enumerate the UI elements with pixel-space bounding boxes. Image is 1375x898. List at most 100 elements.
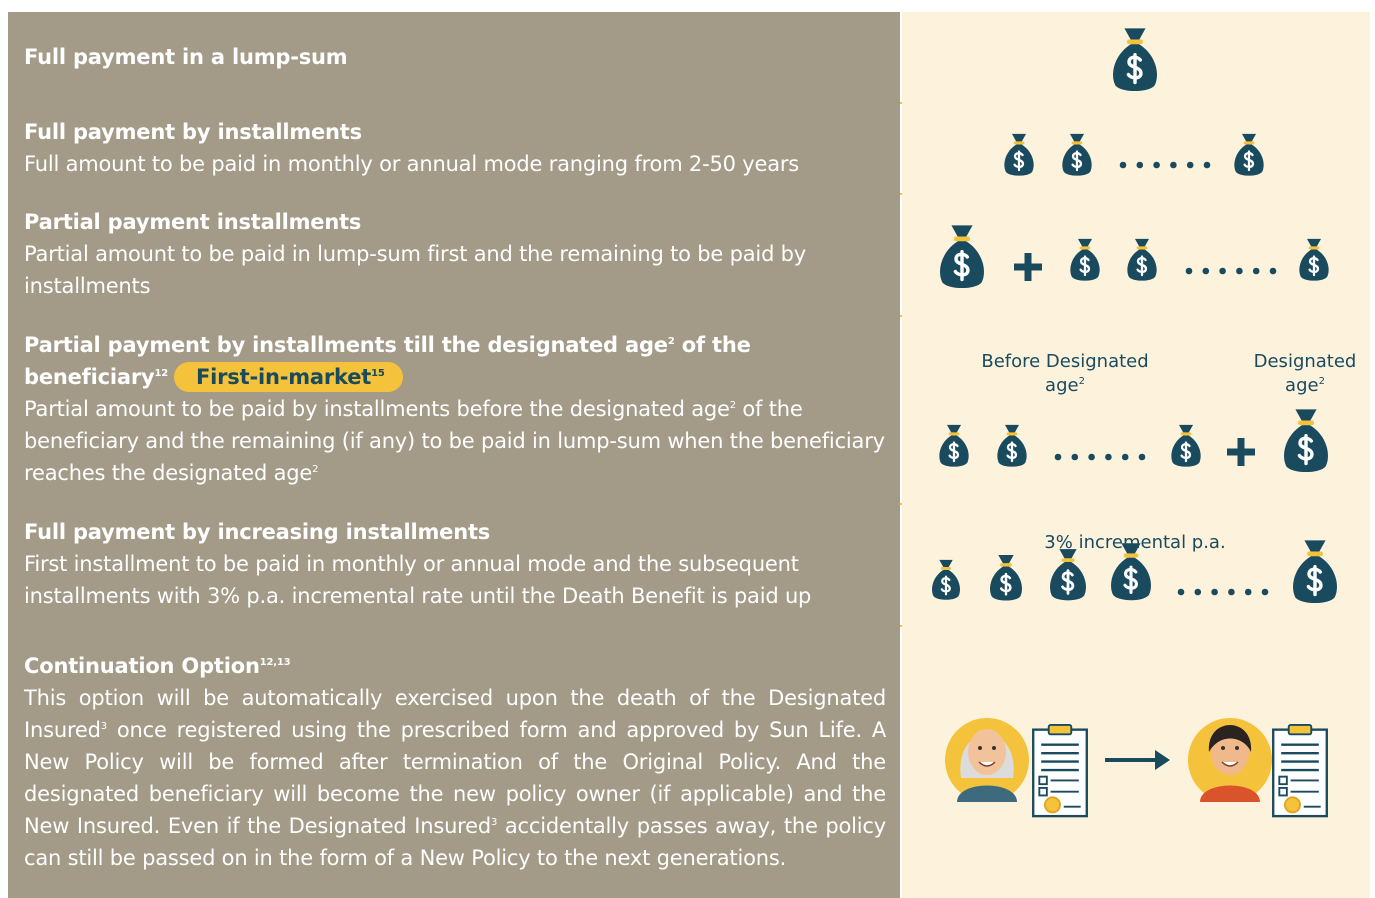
avatar-eye xyxy=(992,746,996,750)
plus xyxy=(1237,438,1245,466)
money-bag xyxy=(1109,542,1153,602)
dot xyxy=(1121,453,1129,461)
money-bag xyxy=(996,424,1028,468)
footnote-ref: 2 xyxy=(1318,376,1325,387)
footnote-ref: 2 xyxy=(667,336,675,347)
dot xyxy=(1088,453,1095,461)
avatar-body xyxy=(957,785,1017,802)
avatar-eye xyxy=(1221,746,1225,750)
avatar-body xyxy=(1200,785,1260,802)
text: once registered using the prescribed for… xyxy=(24,717,886,838)
text: accidentally passes away, the policy can… xyxy=(24,813,886,870)
dot xyxy=(1071,453,1079,461)
plus xyxy=(1024,253,1032,281)
arrow-head xyxy=(1155,750,1170,770)
text: Partial amount to be paid in lump-sum fi… xyxy=(24,242,807,298)
row-title: Partial payment by installments till the… xyxy=(24,329,886,393)
table-row: Continuation Option12,13 This option will… xyxy=(8,625,1370,898)
money-bag xyxy=(1111,27,1159,93)
money-bag xyxy=(1298,238,1330,282)
footnote-ref: 2 xyxy=(729,400,736,411)
dot xyxy=(1136,161,1144,169)
row-text: Full payment in a lump-sum xyxy=(8,12,900,102)
avatar-face xyxy=(968,729,1006,775)
text: First installment to be paid in monthly … xyxy=(24,552,812,608)
clipboard-icon xyxy=(1031,724,1089,818)
text: Before Designated age xyxy=(981,351,1149,396)
dot xyxy=(1202,267,1210,275)
money-bag xyxy=(930,559,962,601)
row-text: Partial payment by installments till the… xyxy=(8,315,900,503)
avatar-smile xyxy=(978,761,996,767)
row-text: Continuation Option12,13 This option will… xyxy=(8,625,900,898)
illustration-label: Before Designated age2 xyxy=(965,350,1165,398)
text: Full payment by installments xyxy=(24,119,362,144)
money-bag xyxy=(938,224,986,290)
text: This option will be automatically exerci… xyxy=(24,685,886,742)
text: Partial payment installments xyxy=(24,210,362,234)
dot xyxy=(1261,588,1269,596)
dot xyxy=(1177,588,1185,596)
row-description: First installment to be paid in monthly … xyxy=(24,548,886,612)
text: Full payment by increasing installments xyxy=(24,520,491,544)
dot xyxy=(1203,161,1211,169)
table-row: Full payment by increasing installments F… xyxy=(8,503,1370,627)
row-title: Full payment by installments xyxy=(24,116,886,148)
dot xyxy=(1138,453,1146,461)
text: 3% incremental p.a. xyxy=(1044,532,1226,553)
footnote-ref: 12 xyxy=(154,368,168,379)
avatar-eye xyxy=(978,746,982,750)
avatar-eye xyxy=(1235,746,1239,750)
row-text: Full payment by installments Full amount … xyxy=(8,102,900,193)
badge: First-in-market15 xyxy=(174,362,403,392)
money-bag xyxy=(988,554,1024,602)
dot xyxy=(1054,453,1062,461)
dot xyxy=(1228,588,1235,596)
footnote-ref: 3 xyxy=(491,816,498,828)
row-title: Continuation Option12,13 xyxy=(24,650,886,682)
footnote-ref: 3 xyxy=(100,720,107,732)
money-bag xyxy=(938,424,970,468)
footnote-ref: 12,13 xyxy=(259,656,291,668)
money-bag xyxy=(1069,238,1101,282)
dot xyxy=(1170,161,1177,169)
text: Partial amount to be paid by installment… xyxy=(24,397,730,421)
row-illustration: Before Designated age2 Designated age2 xyxy=(902,315,1370,503)
text: Partial payment by installments till the… xyxy=(24,333,668,357)
table-row: Partial payment by installments till the… xyxy=(8,315,1370,505)
text: Continuation Option xyxy=(24,653,260,678)
row-title: Partial payment installments xyxy=(24,206,886,238)
row-title: Full payment in a lump-sum xyxy=(24,41,886,73)
money-bag xyxy=(1170,424,1202,468)
row-text: Partial payment installments Partial amou… xyxy=(8,193,900,315)
dot xyxy=(1119,161,1127,169)
footnote-ref: 2 xyxy=(312,464,319,475)
dot xyxy=(1186,161,1194,169)
text: Designated age xyxy=(1253,351,1357,396)
dot xyxy=(1244,588,1252,596)
money-bag xyxy=(1048,548,1088,602)
avatar-hair xyxy=(1208,725,1252,752)
money-bag xyxy=(1126,238,1158,282)
footnote-ref: 15 xyxy=(371,368,385,379)
dot xyxy=(1269,267,1277,275)
dot xyxy=(1219,267,1226,275)
money-bag xyxy=(1233,133,1265,177)
text: of the beneficiary and the remaining (if… xyxy=(24,397,885,485)
row-title: Full payment by increasing installments xyxy=(24,516,886,548)
clipboard-icon xyxy=(1271,724,1329,818)
row-description: This option will be automatically exerci… xyxy=(24,682,886,874)
money-bag xyxy=(1282,408,1330,474)
text: First-in-market xyxy=(196,365,372,389)
row-description: Partial amount to be paid in lump-sum fi… xyxy=(24,238,886,302)
row-illustration xyxy=(902,102,1370,193)
text: Full amount to be paid in monthly or ann… xyxy=(24,151,800,176)
text: of the beneficiary xyxy=(24,333,751,389)
row-description: Partial amount to be paid by installment… xyxy=(24,393,886,489)
text: Full payment in a lump-sum xyxy=(24,45,348,69)
table-row: Full payment by installments Full amount … xyxy=(8,102,1370,195)
table-row: Full payment in a lump-sum xyxy=(8,12,1370,104)
row-description: Full amount to be paid in monthly or ann… xyxy=(24,148,886,180)
